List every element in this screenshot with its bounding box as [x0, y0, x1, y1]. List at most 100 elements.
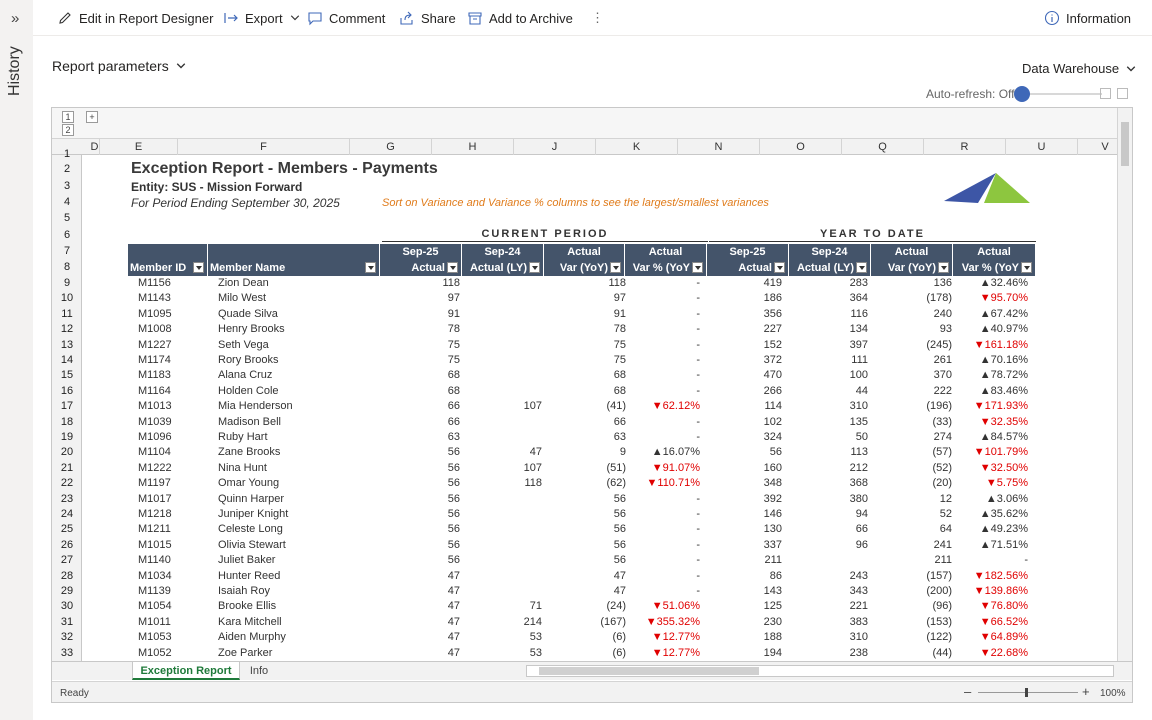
row-header[interactable]: 23 — [60, 492, 74, 505]
column-header-f[interactable]: F — [178, 139, 350, 155]
table-cell[interactable]: M1164 — [138, 384, 171, 397]
table-row[interactable]: M1222 Nina Hunt 56 107 (51) ▼91.07% 160 212 (52)… — [82, 461, 1117, 476]
table-cell[interactable]: 214 — [523, 615, 542, 628]
table-cell[interactable]: 50 — [855, 431, 868, 443]
table-cell[interactable]: 47 — [447, 646, 460, 659]
column-header-e[interactable]: E — [100, 139, 178, 155]
table-cell[interactable]: - — [696, 384, 700, 397]
table-cell[interactable]: 211 — [934, 554, 952, 567]
filter-dropdown-icon[interactable] — [610, 262, 621, 273]
table-cell[interactable]: ▼5.75% — [985, 477, 1028, 490]
table-cell[interactable]: ▼355.32% — [645, 615, 700, 628]
table-cell[interactable]: 68 — [447, 369, 460, 382]
table-cell[interactable]: 107 — [523, 461, 542, 474]
table-cell[interactable]: - — [696, 307, 700, 320]
column-header-d[interactable]: D — [90, 139, 100, 155]
table-cell[interactable]: M1054 — [138, 600, 172, 613]
table-row[interactable]: M1104 Zane Brooks 56 47 9 ▲16.07% 56 113 (57) ▼10… — [82, 445, 1117, 460]
table-cell[interactable]: 240 — [933, 307, 952, 320]
table-cell[interactable]: 116 — [850, 307, 868, 320]
table-cell[interactable]: 56 — [447, 538, 460, 551]
table-cell[interactable]: (20) — [932, 477, 952, 490]
table-cell[interactable]: 97 — [447, 292, 460, 305]
table-cell[interactable]: 75 — [613, 338, 626, 351]
table-cell[interactable]: 66 — [447, 415, 460, 428]
table-cell[interactable]: ▲49.23% — [979, 523, 1028, 536]
table-cell[interactable]: 118 — [524, 477, 542, 490]
table-cell[interactable]: (52) — [932, 461, 952, 474]
table-cell[interactable]: 47 — [447, 615, 460, 628]
tab-exception-report[interactable]: Exception Report — [132, 662, 240, 680]
table-cell[interactable]: Isaiah Roy — [218, 585, 270, 597]
row-header[interactable]: 30 — [60, 600, 74, 613]
table-cell[interactable]: 56 — [447, 508, 460, 520]
row-header[interactable]: 19 — [60, 431, 74, 443]
table-cell[interactable]: (51) — [606, 461, 626, 474]
table-cell[interactable]: (41) — [606, 400, 626, 413]
row-header[interactable]: 16 — [60, 384, 74, 397]
table-cell[interactable]: (44) — [932, 646, 952, 659]
table-cell[interactable]: 266 — [763, 384, 782, 397]
more-options-button[interactable]: ⋮ — [591, 10, 604, 25]
expand-history-icon[interactable]: » — [11, 10, 20, 27]
popout-icon[interactable] — [1100, 88, 1111, 99]
table-cell[interactable]: ▼64.89% — [979, 631, 1028, 644]
table-cell[interactable]: - — [696, 415, 700, 428]
table-cell[interactable]: ▲35.62% — [979, 508, 1028, 520]
table-cell[interactable]: ▼12.77% — [651, 646, 700, 659]
table-row[interactable]: M1013 Mia Henderson 66 107 (41) ▼62.12% 114 310… — [82, 399, 1117, 414]
table-cell[interactable]: M1095 — [138, 307, 172, 320]
table-cell[interactable]: M1011 — [138, 615, 171, 628]
table-cell[interactable]: 47 — [613, 569, 626, 582]
table-cell[interactable]: 243 — [849, 569, 868, 582]
report-parameters-toggle[interactable]: Report parameters — [52, 58, 187, 74]
table-cell[interactable]: 97 — [613, 292, 626, 305]
row-header[interactable]: 1 — [63, 148, 71, 160]
table-cell[interactable]: Mia Henderson — [218, 400, 293, 413]
table-cell[interactable]: 221 — [849, 600, 868, 613]
table-cell[interactable]: 56 — [613, 538, 626, 551]
table-cell[interactable]: 397 — [849, 338, 868, 351]
history-label[interactable]: History — [6, 46, 23, 96]
table-cell[interactable]: Juniper Knight — [218, 508, 289, 520]
zoom-slider-thumb[interactable] — [1025, 688, 1028, 697]
table-cell[interactable]: 143 — [763, 585, 782, 597]
outline-level-1-button[interactable]: 1 — [62, 111, 74, 123]
table-cell[interactable]: (178) — [926, 292, 952, 305]
column-header-o[interactable]: O — [760, 139, 842, 155]
table-cell[interactable]: 91 — [613, 307, 626, 320]
table-cell[interactable]: Nina Hunt — [218, 461, 267, 474]
table-cell[interactable]: M1034 — [138, 569, 172, 582]
table-cell[interactable]: 96 — [855, 538, 868, 551]
export-button[interactable]: Export — [223, 8, 301, 28]
table-cell[interactable]: 66 — [855, 523, 868, 536]
table-cell[interactable]: M1222 — [138, 461, 172, 474]
table-cell[interactable]: 211 — [764, 554, 782, 567]
table-cell[interactable]: - — [696, 431, 700, 443]
table-cell[interactable]: - — [696, 492, 700, 505]
filter-dropdown-icon[interactable] — [856, 262, 867, 273]
row-header[interactable]: 20 — [60, 446, 74, 459]
table-cell[interactable] — [464, 584, 542, 599]
table-cell[interactable]: (96) — [932, 600, 952, 613]
slider-knob[interactable] — [1014, 86, 1031, 102]
table-cell[interactable]: 343 — [849, 585, 868, 597]
table-cell[interactable]: 380 — [849, 492, 868, 505]
table-cell[interactable]: M1227 — [138, 338, 172, 351]
row-header[interactable]: 3 — [63, 180, 71, 192]
table-cell[interactable]: 370 — [933, 369, 952, 382]
table-cell[interactable]: 372 — [763, 354, 782, 366]
row-header[interactable]: 8 — [63, 261, 71, 273]
table-cell[interactable]: 111 — [851, 354, 868, 366]
table-cell[interactable]: 94 — [855, 508, 868, 520]
table-row[interactable]: M1096 Ruby Hart 63 63 - 324 50 274 ▲84.57% — [82, 430, 1117, 445]
table-cell[interactable]: 56 — [447, 446, 460, 459]
table-cell[interactable]: - — [696, 338, 700, 351]
table-cell[interactable]: ▼32.35% — [979, 415, 1028, 428]
table-cell[interactable]: 75 — [613, 354, 626, 366]
table-cell[interactable]: 160 — [763, 461, 782, 474]
table-cell[interactable] — [464, 522, 542, 537]
table-cell[interactable] — [464, 353, 542, 368]
table-cell[interactable]: 118 — [442, 277, 460, 289]
table-cell[interactable]: M1174 — [138, 354, 171, 366]
